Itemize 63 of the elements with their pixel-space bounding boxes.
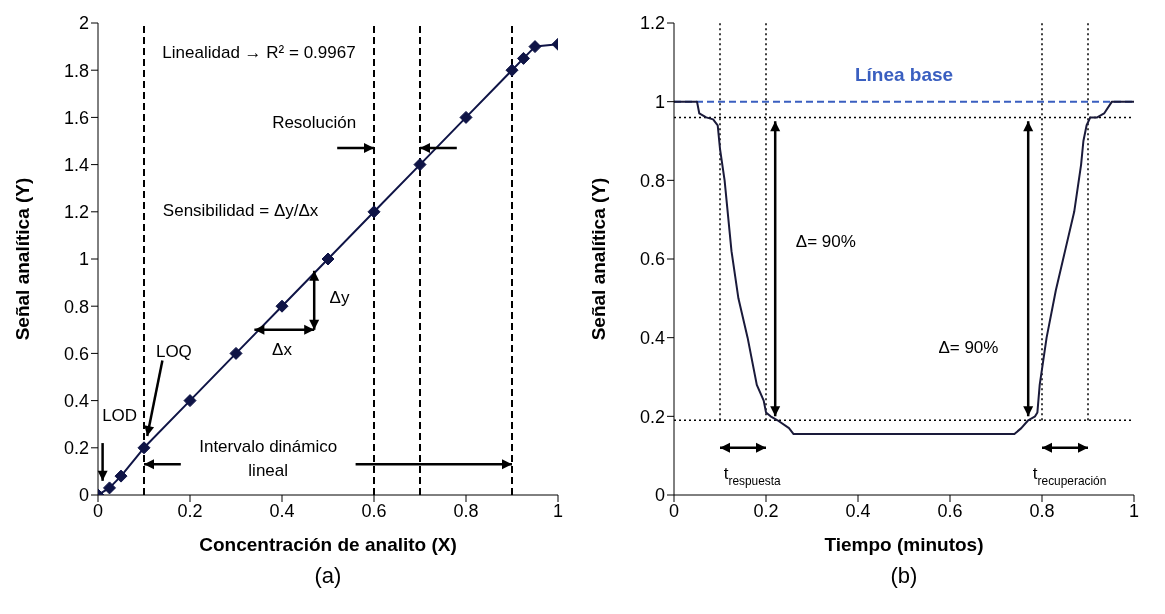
annotation: Sensibilidad = Δy/Δx [162,201,319,221]
ref-line-label: Línea base [854,64,954,86]
y-tick-label: 0.2 [639,406,665,427]
y-tick-label: 1.4 [63,154,89,175]
y-tick-label: 0.6 [639,249,665,270]
annotation: t$_{respuesta}$ [723,464,782,489]
point [517,51,530,65]
y-axis-title: Señal analítica (Y) [587,177,609,341]
y-tick-label: 0.6 [63,343,89,364]
x-axis-title: Tiempo (minutos) [824,534,984,555]
y-tick-label: 0.8 [639,170,665,191]
annotation: LOQ [155,342,192,362]
x-tick-label: 0.6 [361,500,387,521]
x-tick-label: 0 [92,500,104,521]
y-tick-label: 1.2 [639,13,665,34]
point [229,346,243,360]
y-tick-label: 2 [78,13,89,34]
point [275,299,289,313]
annotation: t$_{recuperación}$ [1032,464,1107,489]
y-tick-label: 1.6 [63,107,89,128]
point [505,63,519,77]
point [114,469,128,483]
x-axis-title: Concentración de analito (X) [199,534,457,555]
x-tick-label: 0.6 [937,500,963,521]
annotation: Intervalo dinámico lineal [199,437,338,481]
x-tick-label: 0.8 [453,500,479,521]
x-tick-label: 0 [668,500,680,521]
text: (a) [313,563,343,589]
point [183,394,197,408]
y-tick-label: 0.8 [63,296,89,317]
x-tick-label: 0.2 [753,500,779,521]
text: (b) [889,563,919,589]
y-tick-label: 0 [654,485,665,506]
annotation: LOD [102,406,138,426]
y-tick-label: 0.4 [639,328,665,349]
x-tick-label: 1 [1128,500,1140,521]
annotation: Δ= 90% [795,232,856,252]
point [321,252,335,266]
annotation: Resolución [272,113,357,133]
y-tick-label: 0.2 [63,438,89,459]
point [367,205,381,219]
line-series [674,100,1134,436]
annotation: Δx [272,340,293,360]
annotation: Δy [329,288,350,308]
point [413,158,427,172]
y-tick-label: 1 [78,249,89,270]
y-tick-label: 0 [78,485,89,506]
point [459,110,473,124]
y-axis-title: Señal analítica (Y) [11,177,33,341]
x-tick-label: 0.4 [269,500,295,521]
annotation: Linealidad → R² = 0.9967 [162,43,356,63]
x-tick-label: 0.8 [1029,500,1055,521]
x-tick-label: 0.2 [177,500,203,521]
y-tick-label: 1.8 [63,60,89,81]
y-tick-label: 0.4 [63,390,89,411]
point [103,481,116,495]
y-tick-label: 1.2 [63,202,89,223]
annotation: Δ= 90% [938,338,999,358]
x-tick-label: 0.4 [845,500,871,521]
point [528,40,542,54]
point [137,441,151,455]
y-tick-label: 1 [654,92,665,113]
x-tick-label: 1 [552,500,564,521]
